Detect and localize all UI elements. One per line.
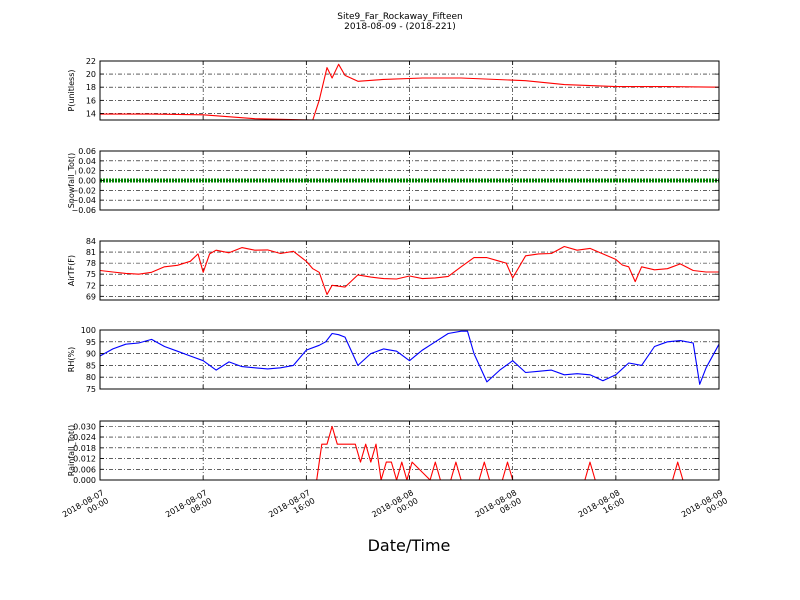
pressure-ytick-label: 20 [86, 70, 96, 79]
panel-snowfall: −0.06−0.04−0.020.000.020.040.06Snowfall_… [67, 147, 720, 215]
humidity-ytick-label: 80 [86, 373, 96, 382]
pressure-ytick-label: 16 [86, 96, 96, 105]
air-temp-ylabel: AirTF(F) [67, 255, 76, 286]
snowfall-ylabel: Snowfall_Tot() [67, 153, 76, 209]
humidity-series-line [99, 330, 720, 385]
humidity-ytick-label: 85 [86, 361, 96, 370]
air-temp-ytick-label: 81 [86, 248, 96, 257]
panel-humidity: 75 80 85 90 95 100 RH(%) [67, 326, 720, 394]
rainfall-ytick-label: 0.030 [73, 422, 96, 431]
snowfall-ytick-label: −0.06 [71, 206, 96, 215]
snowfall-ytick-label: 0.06 [78, 147, 96, 156]
humidity-ytick-label: 75 [86, 385, 96, 394]
rainfall-ytick-label: 0.018 [73, 444, 96, 453]
figure-title-line2: 2018-08-09 - (2018-221) [344, 22, 456, 32]
snowfall-ytick-label: 0.02 [78, 167, 96, 176]
snowfall-ytick-label: −0.04 [71, 196, 96, 205]
rainfall-ytick-label: 0.006 [73, 465, 96, 474]
air-temp-ytick-label: 75 [86, 270, 96, 279]
figure-title-line1: Site9_Far_Rockaway_Fifteen [337, 12, 463, 22]
subplot-stack: 1416182022P(unitless)−0.06−0.04−0.020.00… [67, 57, 720, 485]
x-tick-label: 2018-08-0800:00 [370, 488, 419, 527]
x-axis-tick-labels: 2018-08-0700:00 2018-08-0708:00 2018-08-07… [61, 488, 729, 527]
x-tick-label: 2018-08-0708:00 [164, 488, 213, 527]
rainfall-ytick-label: 0.024 [73, 433, 96, 442]
x-axis-label: Date/Time [368, 536, 451, 555]
snowfall-ytick-label: 0.00 [78, 177, 96, 186]
humidity-ytick-label: 100 [81, 326, 96, 335]
snowfall-ytick-label: −0.02 [71, 186, 96, 195]
humidity-ylabel: RH(%) [67, 347, 76, 372]
x-tick-label: 2018-08-0816:00 [577, 488, 626, 527]
snowfall-ytick-label: 0.04 [78, 157, 96, 166]
x-tick-label: 2018-08-0716:00 [267, 488, 316, 527]
x-tick-label: 2018-08-0700:00 [61, 488, 110, 527]
air-temp-ytick-label: 84 [86, 237, 96, 246]
pressure-ytick-label: 18 [86, 83, 96, 92]
humidity-ytick-label: 90 [86, 350, 96, 359]
humidity-ytick-label: 95 [86, 338, 96, 347]
pressure-ytick-label: 22 [86, 57, 96, 66]
air-temp-series-line [99, 245, 719, 296]
x-tick-label: 2018-08-0808:00 [473, 488, 522, 527]
air-temp-ytick-label: 69 [86, 292, 96, 301]
rainfall-series-line [100, 425, 719, 481]
x-tick-label: 2018-08-0900:00 [680, 488, 729, 527]
pressure-ylabel: P(unitless) [67, 69, 76, 111]
rainfall-ytick-label: 0.000 [73, 476, 96, 485]
pressure-ytick-label: 14 [86, 109, 96, 118]
panel-air-temp: 69 72 75 78 81 84 AirTF(F) [67, 237, 720, 301]
pressure-series-line [100, 63, 720, 121]
panel-pressure: 14 16 18 20 22 P(unitless) [67, 57, 720, 121]
air-temp-ytick-label: 72 [86, 281, 96, 290]
rainfall-ytick-label: 0.012 [73, 455, 96, 464]
air-temp-ytick-label: 78 [86, 259, 96, 268]
rainfall-ylabel: Rainfall_Tot() [67, 425, 76, 477]
